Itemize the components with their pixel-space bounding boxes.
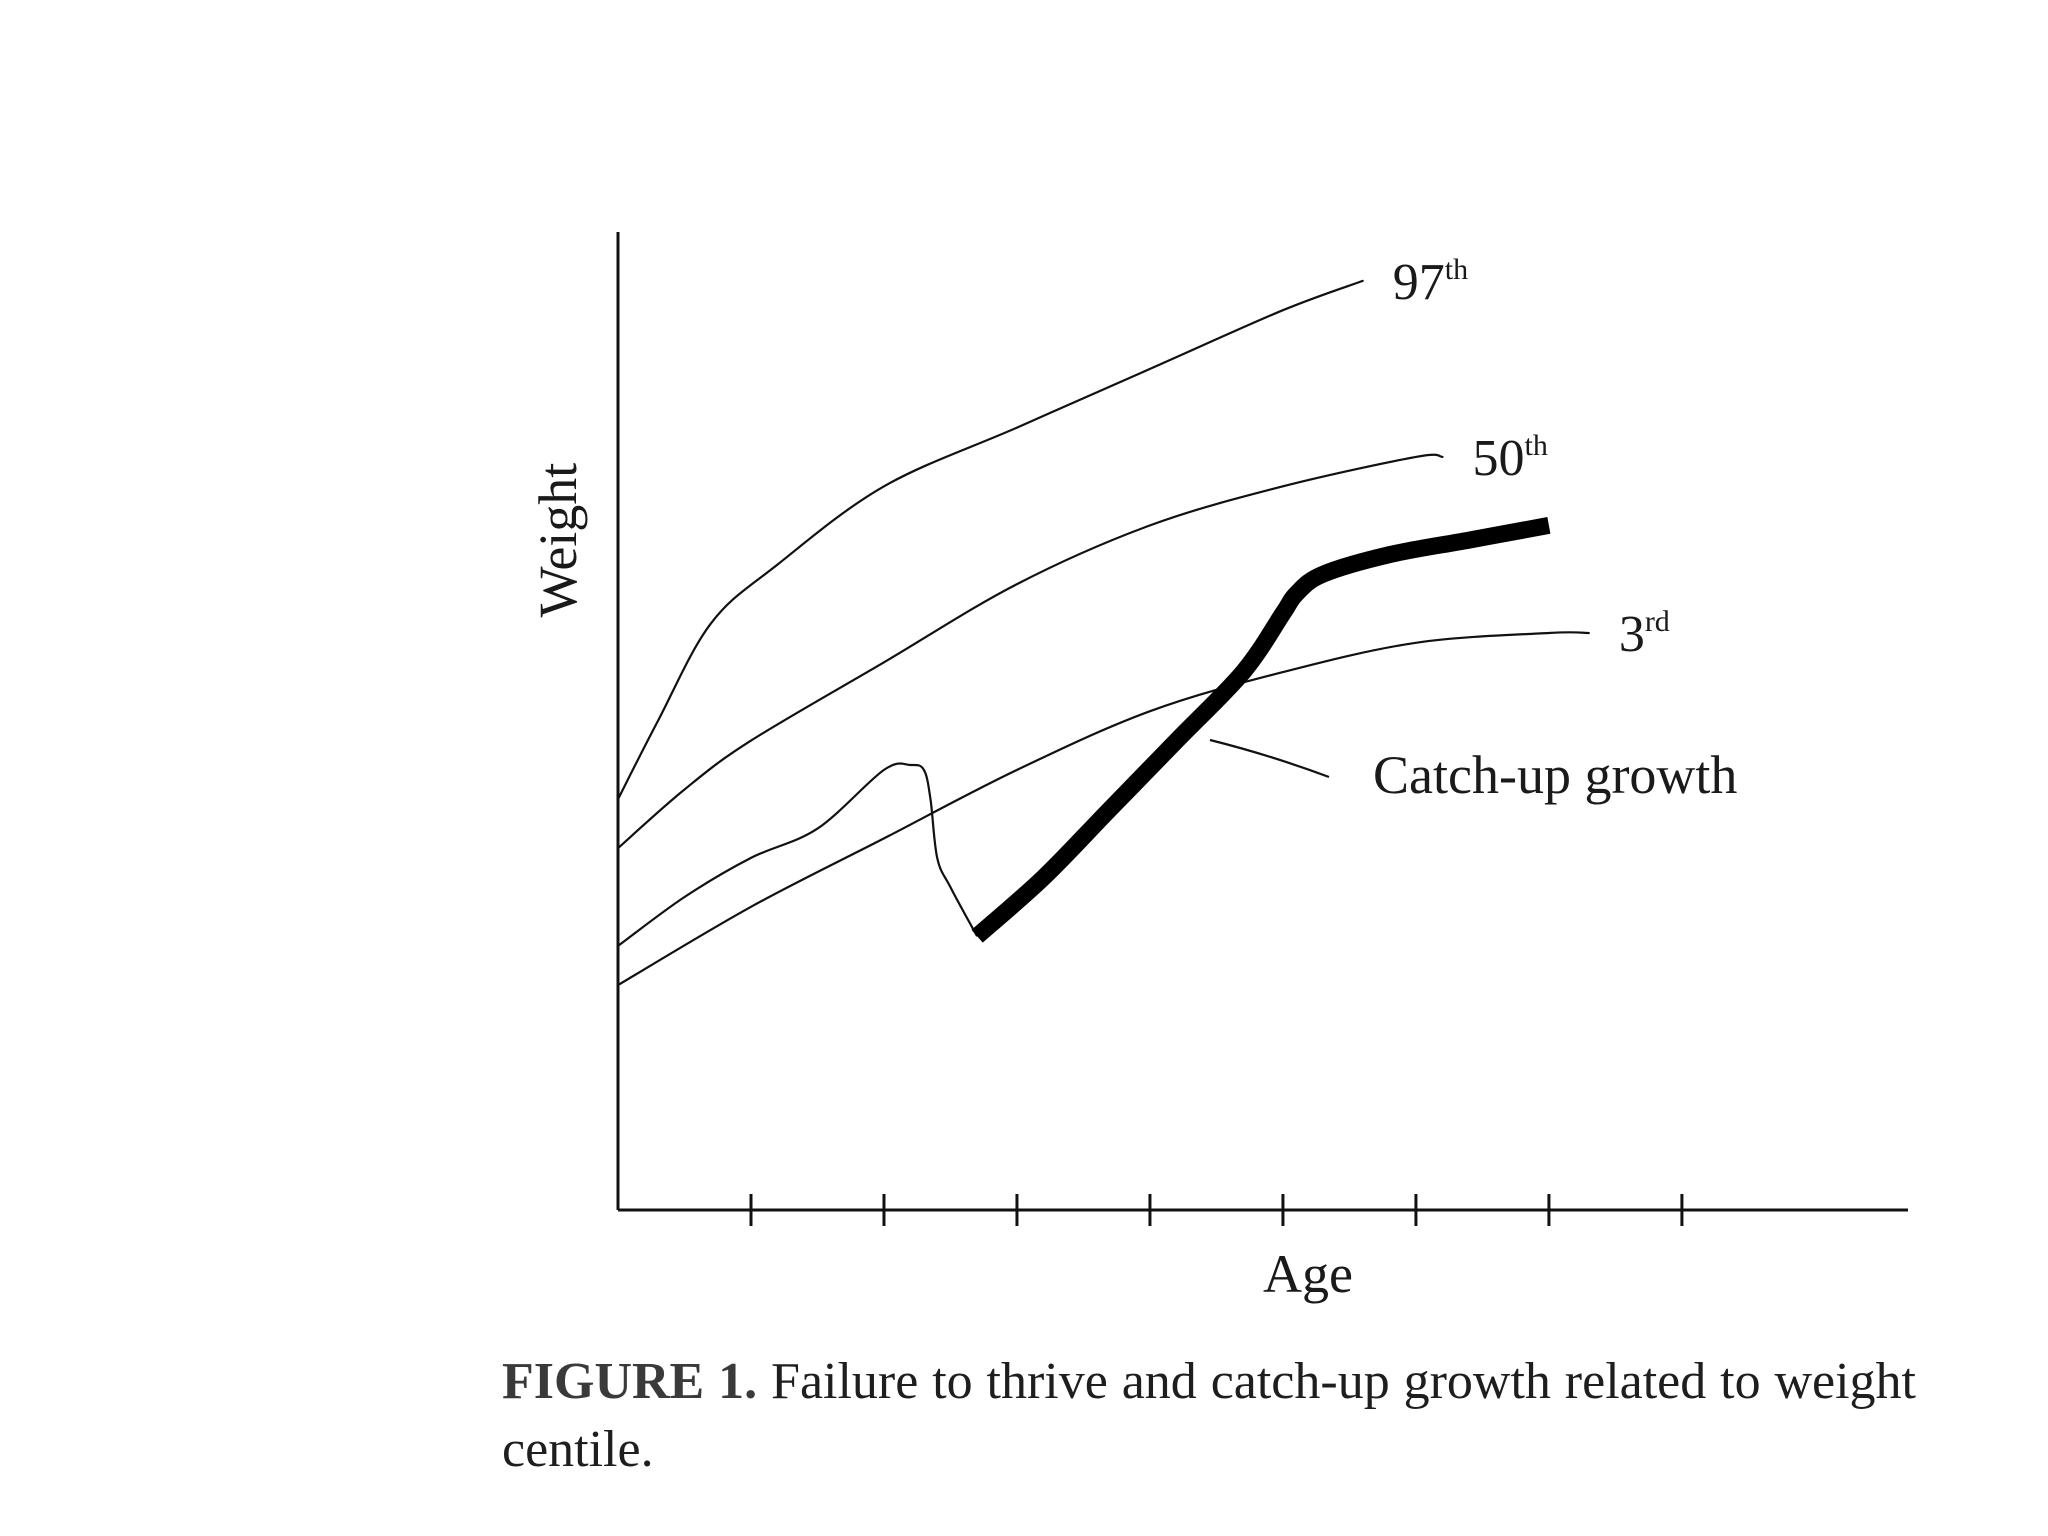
centile-line-3 — [616, 631, 1590, 987]
centile-line-97 — [616, 279, 1364, 801]
centile-label-50: 50th — [1473, 429, 1548, 487]
caption-label: FIGURE 1. — [502, 1353, 758, 1410]
catch-up-growth-line — [971, 517, 1551, 943]
figure-caption: FIGURE 1. Failure to thrive and catch-up… — [502, 1348, 1916, 1484]
caption-text: Failure to thrive and catch-up growth re… — [502, 1353, 1916, 1478]
centile-line-50 — [616, 453, 1444, 850]
x-axis-ticks — [749, 1194, 1684, 1226]
labels-layer: 97th 50th 3rd — [1393, 253, 1670, 663]
curves-layer — [616, 279, 1590, 987]
catch-up-annotation: Catch-up growth — [1373, 745, 1737, 805]
y-axis-title: Weight — [528, 463, 588, 618]
centile-label-3: 3rd — [1619, 605, 1670, 663]
child-weight-line — [617, 762, 979, 947]
x-axis-title: Age — [1263, 1244, 1353, 1304]
annotation-leader-line — [1209, 738, 1330, 779]
centile-label-97: 97th — [1393, 253, 1468, 311]
axes-layer — [616, 232, 1908, 1212]
